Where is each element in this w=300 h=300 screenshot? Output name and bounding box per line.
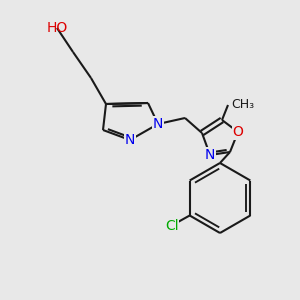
Text: CH₃: CH₃ <box>231 98 254 112</box>
Text: Cl: Cl <box>165 218 178 233</box>
Text: N: N <box>205 148 215 162</box>
Text: N: N <box>125 133 135 147</box>
Text: N: N <box>153 117 163 131</box>
Text: O: O <box>232 125 243 139</box>
Text: HO: HO <box>46 21 68 35</box>
